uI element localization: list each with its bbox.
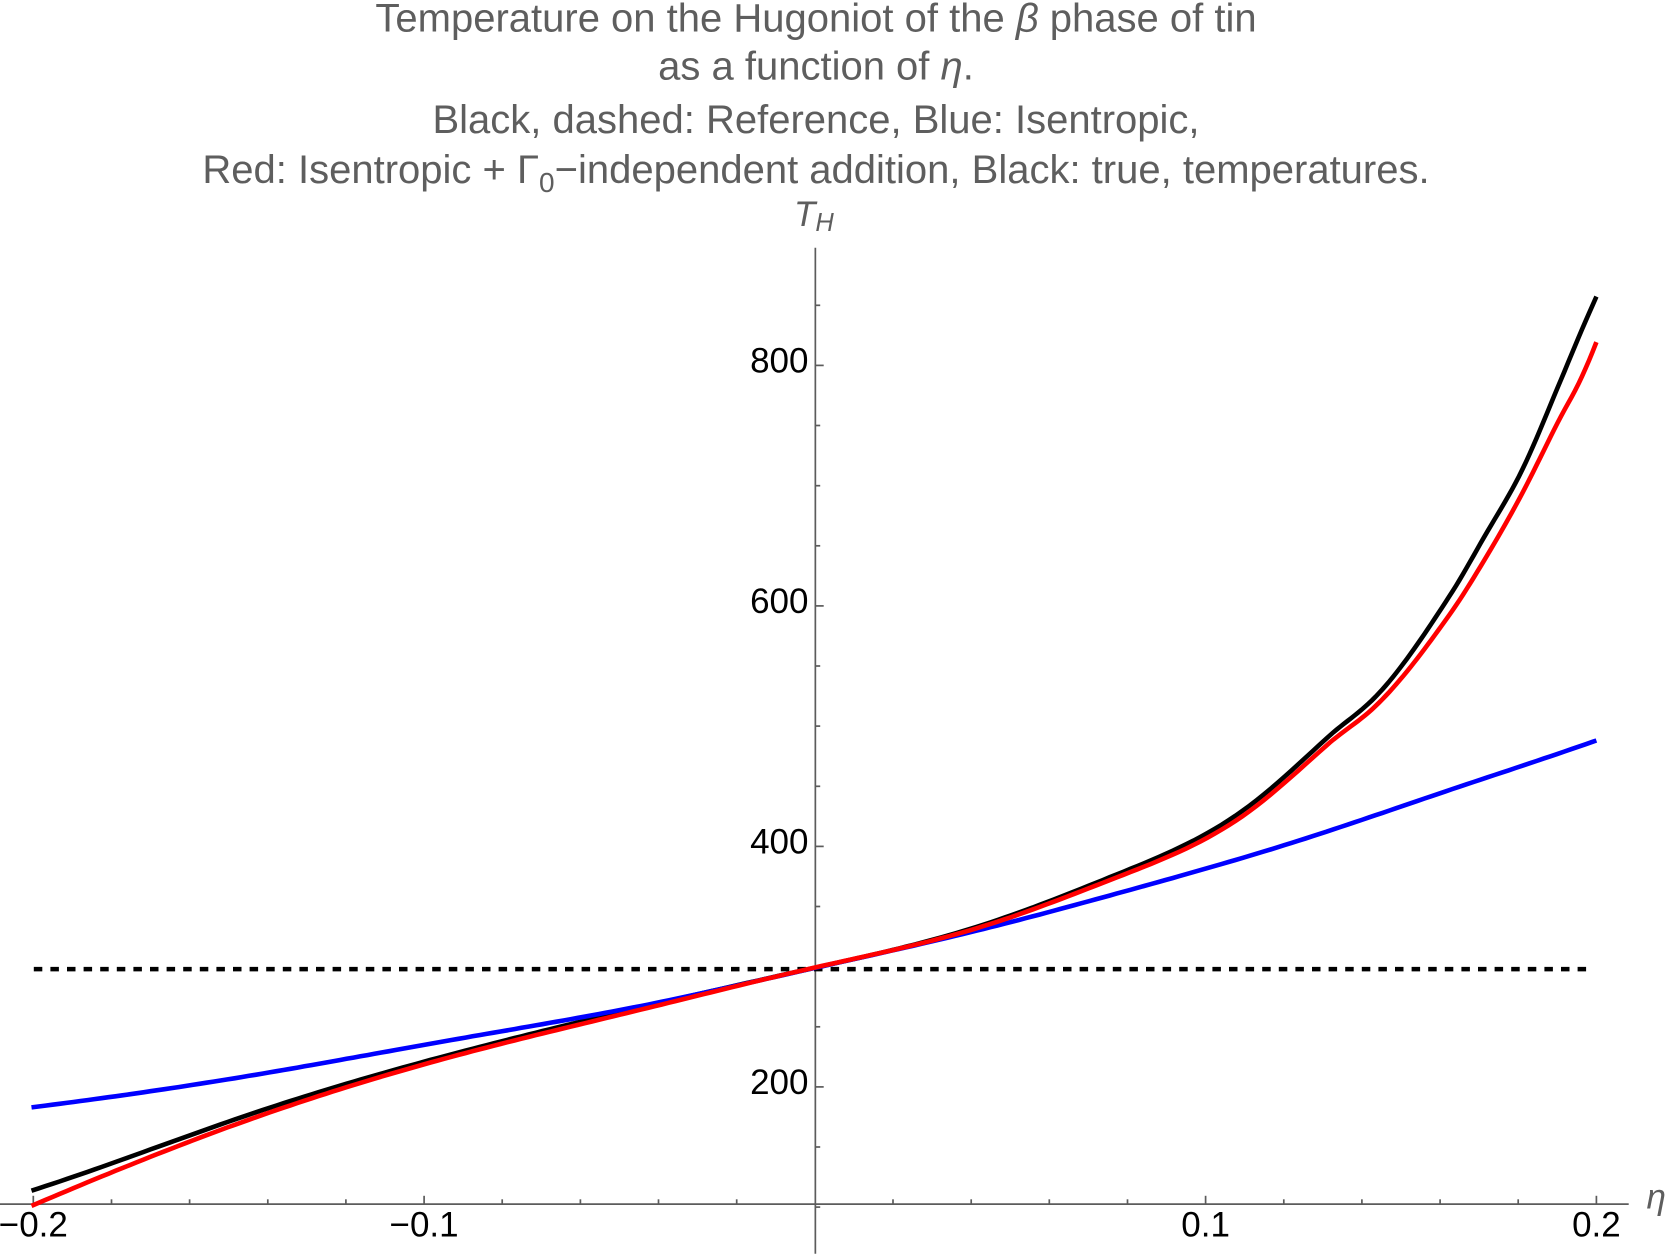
svg-text:Black, dashed: Reference, Blue: Black, dashed: Reference, Blue: Isentrop… [432,98,1199,142]
svg-text:−0.1: −0.1 [390,1206,459,1245]
svg-text:Temperature on the Hugoniot of: Temperature on the Hugoniot of the β pha… [375,0,1256,41]
svg-text:200: 200 [750,1063,808,1102]
svg-text:0.2: 0.2 [1572,1206,1621,1245]
svg-text:Red: Isentropic + Γ0−independe: Red: Isentropic + Γ0−independent additio… [202,148,1429,198]
svg-text:−0.2: −0.2 [0,1206,68,1245]
svg-text:η: η [1647,1178,1666,1217]
svg-text:0.1: 0.1 [1181,1206,1230,1245]
svg-text:as a function of η.: as a function of η. [658,45,974,89]
svg-text:400: 400 [750,823,808,862]
svg-text:800: 800 [750,342,808,381]
svg-text:600: 600 [750,582,808,621]
